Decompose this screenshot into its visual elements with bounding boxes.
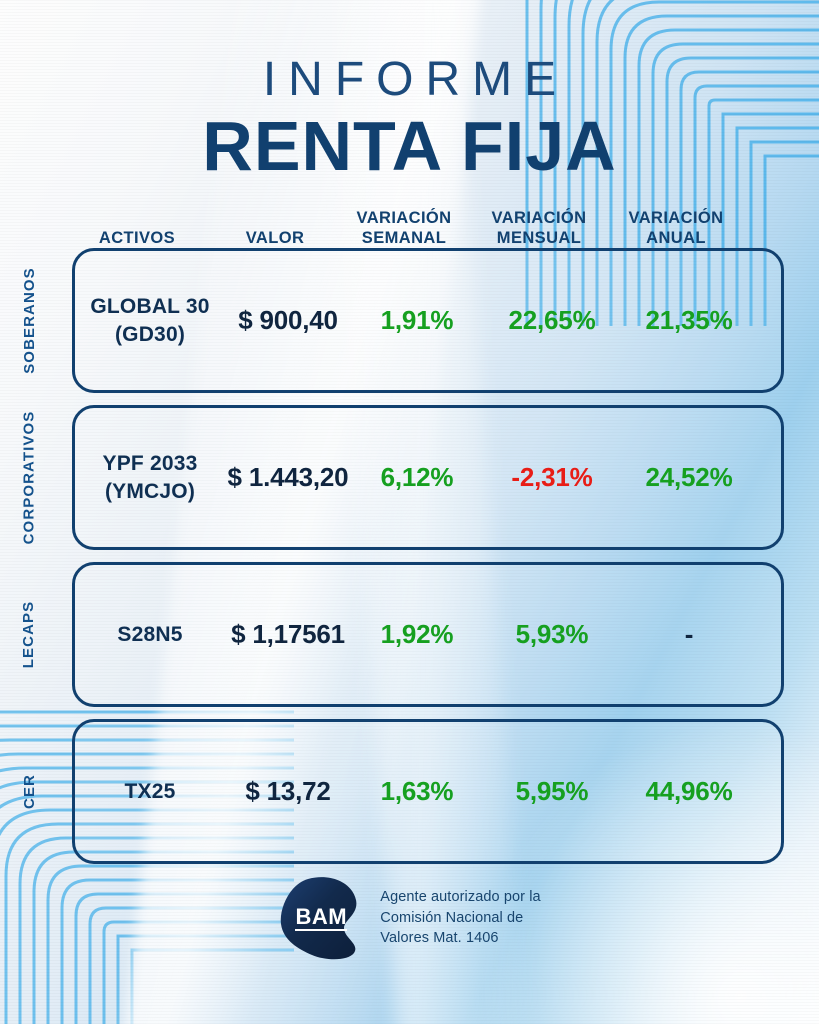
column-header-variacion-anual-line1: VARIACIÓN bbox=[628, 209, 724, 228]
cell-activo-line1: YPF 2033 bbox=[102, 451, 198, 475]
category-label-cer: CER bbox=[0, 719, 58, 864]
cell-variacion-semanal: 1,63% bbox=[380, 776, 454, 806]
cell-variacion-anual: - bbox=[684, 619, 694, 649]
title-eyebrow: INFORME bbox=[262, 53, 569, 106]
asset-card[interactable]: YPF 2033 (YMCJO) $ 1.443,20 6,12% -2,31% 24,5… bbox=[72, 405, 784, 550]
cell-variacion-mensual: 22,65% bbox=[508, 305, 596, 335]
cell-variacion-semanal: 1,91% bbox=[380, 305, 454, 335]
bam-logo-label: BAM bbox=[295, 903, 348, 931]
column-header-variacion-mensual-line2: MENSUAL bbox=[496, 228, 582, 247]
asset-card[interactable]: GLOBAL 30 (GD30) $ 900,40 1,91% 22,65% 21,35% bbox=[72, 248, 784, 393]
poster-header: INFORME RENTA FIJA bbox=[0, 56, 819, 184]
table-row: CORPORATIVOS YPF 2033 (YMCJO) $ 1.443,20 6,1… bbox=[0, 405, 819, 550]
cell-activo-line1: GLOBAL 30 bbox=[90, 294, 210, 318]
category-label-corporativos: CORPORATIVOS bbox=[0, 405, 58, 550]
cell-activo: GLOBAL 30 (GD30) bbox=[75, 293, 225, 348]
footer: BAM Agente autorizado por la Comisión Na… bbox=[0, 876, 819, 960]
cell-activo-line1: TX25 bbox=[124, 779, 176, 803]
footer-disclaimer-line3: Valores Mat. 1406 bbox=[380, 930, 499, 947]
cell-variacion-anual: 21,35% bbox=[645, 305, 733, 335]
cell-variacion-mensual: 5,95% bbox=[515, 776, 589, 806]
cell-valor: $ 1.443,20 bbox=[227, 462, 349, 492]
cell-variacion-mensual: 5,93% bbox=[515, 619, 589, 649]
cell-activo-line1: S28N5 bbox=[117, 622, 183, 646]
column-header-valor: VALOR bbox=[245, 228, 305, 247]
table-row: LECAPS S28N5 $ 1,17561 1,92% 5,93% - bbox=[0, 562, 819, 707]
asset-card[interactable]: S28N5 $ 1,17561 1,92% 5,93% - bbox=[72, 562, 784, 707]
cell-activo: YPF 2033 (YMCJO) bbox=[75, 450, 225, 505]
column-header-variacion-mensual-line1: VARIACIÓN bbox=[491, 209, 587, 228]
page-title: RENTA FIJA bbox=[202, 107, 617, 185]
cell-variacion-anual: 44,96% bbox=[645, 776, 733, 806]
category-label-text: LECAPS bbox=[20, 600, 38, 669]
cell-variacion-semanal: 1,92% bbox=[380, 619, 454, 649]
table-header-row: ACTIVOS VALOR VARIACIÓN SEMANAL VARIACIÓ… bbox=[0, 196, 819, 248]
column-header-variacion-anual-line2: ANUAL bbox=[646, 228, 706, 247]
bam-logo: BAM bbox=[278, 876, 366, 960]
cell-variacion-anual: 24,52% bbox=[645, 462, 733, 492]
footer-disclaimer-line2: Comisión Nacional de bbox=[380, 909, 524, 926]
cell-variacion-semanal: 6,12% bbox=[380, 462, 454, 492]
column-header-variacion-anual: VARIACIÓN ANUAL bbox=[608, 209, 744, 248]
column-header-activos: ACTIVOS bbox=[98, 228, 176, 247]
category-label-text: CER bbox=[20, 774, 38, 809]
cell-valor: $ 13,72 bbox=[245, 776, 331, 806]
category-label-text: CORPORATIVOS bbox=[20, 410, 38, 545]
cell-variacion-mensual: -2,31% bbox=[511, 462, 593, 492]
cell-activo-line2: (GD30) bbox=[114, 322, 186, 346]
cell-activo: S28N5 bbox=[75, 621, 225, 649]
category-label-soberanos: SOBERANOS bbox=[0, 248, 58, 393]
category-label-lecaps: LECAPS bbox=[0, 562, 58, 707]
column-header-variacion-semanal-line1: VARIACIÓN bbox=[356, 209, 452, 228]
column-header-variacion-mensual: VARIACIÓN MENSUAL bbox=[470, 209, 608, 248]
table-row: CER TX25 $ 13,72 1,63% 5,95% 44,96% bbox=[0, 719, 819, 864]
asset-card[interactable]: TX25 $ 13,72 1,63% 5,95% 44,96% bbox=[72, 719, 784, 864]
footer-disclaimer-line1: Agente autorizado por la bbox=[380, 889, 541, 906]
cell-valor: $ 1,17561 bbox=[231, 619, 345, 649]
column-header-variacion-semanal-line2: SEMANAL bbox=[361, 228, 447, 247]
cell-valor: $ 900,40 bbox=[238, 305, 338, 335]
table-row: SOBERANOS GLOBAL 30 (GD30) $ 900,40 1,91% 22,… bbox=[0, 248, 819, 393]
table-rows-container: SOBERANOS GLOBAL 30 (GD30) $ 900,40 1,91% 22,… bbox=[0, 248, 819, 864]
category-label-text: SOBERANOS bbox=[20, 267, 38, 374]
footer-disclaimer: Agente autorizado por la Comisión Nacion… bbox=[380, 887, 540, 949]
cell-activo: TX25 bbox=[75, 778, 225, 806]
assets-table: ACTIVOS VALOR VARIACIÓN SEMANAL VARIACIÓ… bbox=[0, 196, 819, 876]
column-header-variacion-semanal: VARIACIÓN SEMANAL bbox=[338, 209, 470, 248]
cell-activo-line2: (YMCJO) bbox=[104, 479, 196, 503]
bam-logo-wordmark: BAM bbox=[278, 876, 366, 960]
